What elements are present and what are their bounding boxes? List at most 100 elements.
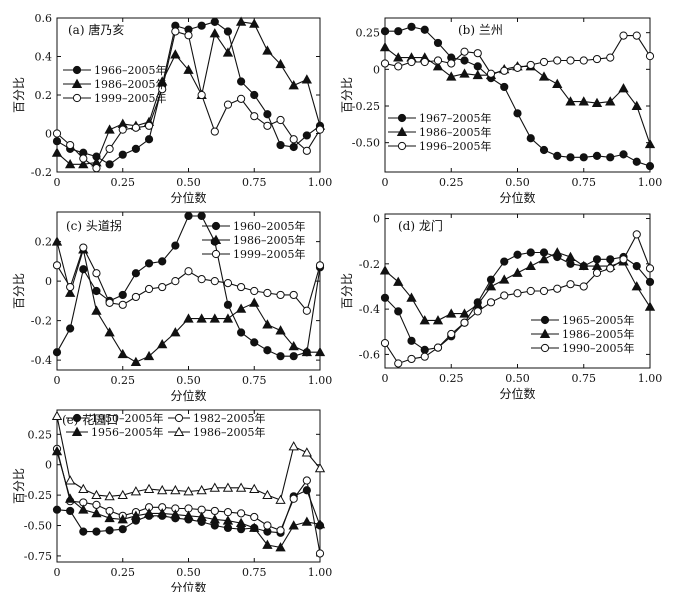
data-point xyxy=(66,282,75,292)
legend-label: 1965–2005年 xyxy=(562,313,635,327)
x-tick-label: 0.75 xyxy=(572,176,597,189)
series-2 xyxy=(380,31,655,78)
data-point xyxy=(407,354,416,364)
panel-e-huayuankou: 0 0.25 0.50 0.75 1.00 0.25 0 -0.25 -0.50 -0.75 分位数… xyxy=(12,409,332,592)
data-point xyxy=(262,45,273,55)
x-axis-label: 分位数 xyxy=(170,388,206,403)
data-point xyxy=(301,447,312,457)
data-point xyxy=(237,328,246,337)
data-point xyxy=(65,475,76,485)
data-point xyxy=(447,59,456,68)
data-point xyxy=(222,515,234,525)
data-point xyxy=(222,482,234,492)
data-point xyxy=(66,506,75,516)
y-tick-label: 0.25 xyxy=(28,428,53,441)
data-point xyxy=(237,94,246,103)
data-point xyxy=(645,277,655,287)
data-point xyxy=(237,509,246,518)
data-point xyxy=(171,27,180,36)
data-point xyxy=(250,338,259,347)
x-tick-label: 0.75 xyxy=(572,372,597,385)
data-point xyxy=(197,21,206,30)
data-point xyxy=(105,298,114,307)
data-point xyxy=(314,518,326,529)
data-point xyxy=(314,346,326,357)
data-point xyxy=(380,293,390,302)
data-point xyxy=(263,521,272,530)
data-point xyxy=(605,96,616,106)
data-point xyxy=(65,158,76,169)
data-point xyxy=(579,56,588,65)
data-point xyxy=(289,142,298,152)
legend-marker xyxy=(173,426,185,436)
data-point xyxy=(183,486,194,496)
data-point xyxy=(92,286,101,296)
data-point xyxy=(183,510,194,520)
data-point xyxy=(131,292,140,302)
data-point xyxy=(104,512,115,523)
y-tick-label: -0.2 xyxy=(359,258,380,271)
legend-label: 1986–2005年 xyxy=(562,327,635,341)
data-point xyxy=(460,56,469,65)
data-point xyxy=(79,243,88,252)
data-point xyxy=(578,96,589,106)
data-point xyxy=(618,83,629,93)
data-point xyxy=(52,348,62,357)
data-point xyxy=(249,297,260,307)
y-tick-label: 0 xyxy=(45,459,52,472)
data-point xyxy=(117,489,128,500)
y-tick-label: 0.25 xyxy=(356,27,381,40)
data-point xyxy=(117,348,128,359)
y-tick-label: -0.75 xyxy=(24,550,52,563)
data-point xyxy=(79,527,88,536)
data-point xyxy=(105,144,114,153)
data-point xyxy=(250,90,259,100)
data-point xyxy=(52,137,62,146)
data-point xyxy=(288,80,299,90)
data-point xyxy=(170,327,181,337)
data-point xyxy=(275,494,286,504)
data-point xyxy=(118,290,127,300)
data-point xyxy=(197,275,206,284)
data-point xyxy=(486,298,496,307)
legend-label: 1986–2005年 xyxy=(419,125,492,139)
y-tick-label: 0 xyxy=(373,213,380,226)
x-tick-label: 0.25 xyxy=(439,372,464,385)
legend-label: 1986–2005年 xyxy=(233,233,306,247)
x-tick-label: 0 xyxy=(54,176,61,189)
data-point xyxy=(289,494,298,503)
data-point xyxy=(420,25,429,34)
data-point xyxy=(420,57,429,67)
data-point xyxy=(209,482,220,492)
data-point xyxy=(459,308,470,318)
data-point xyxy=(302,306,311,315)
legend: 1950–2005年 1982–2005年 1956–2005年 1986–2005年 xyxy=(66,411,266,439)
x-tick-label: 0 xyxy=(382,176,389,189)
x-tick-label: 1.00 xyxy=(638,176,663,189)
data-point xyxy=(130,356,142,367)
data-point xyxy=(460,318,469,327)
data-point xyxy=(131,123,140,132)
data-point xyxy=(249,483,260,493)
data-point xyxy=(79,265,88,274)
data-point xyxy=(235,303,247,313)
x-tick-label: 0.25 xyxy=(111,374,136,387)
series-1 xyxy=(51,236,326,367)
data-point xyxy=(250,286,259,296)
legend-label: 1999–2005年 xyxy=(94,91,167,105)
data-point xyxy=(197,211,206,221)
data-point xyxy=(250,112,259,121)
data-point xyxy=(394,62,403,71)
x-tick-label: 0.50 xyxy=(176,566,201,579)
data-point xyxy=(631,281,642,291)
data-point xyxy=(91,489,102,500)
series-2 xyxy=(51,446,326,552)
data-point xyxy=(170,49,181,59)
y-tick-label: 0.6 xyxy=(35,12,53,25)
x-tick-label: 1.00 xyxy=(308,374,333,387)
data-point xyxy=(144,121,154,130)
data-point xyxy=(171,241,180,250)
data-point xyxy=(235,482,247,492)
